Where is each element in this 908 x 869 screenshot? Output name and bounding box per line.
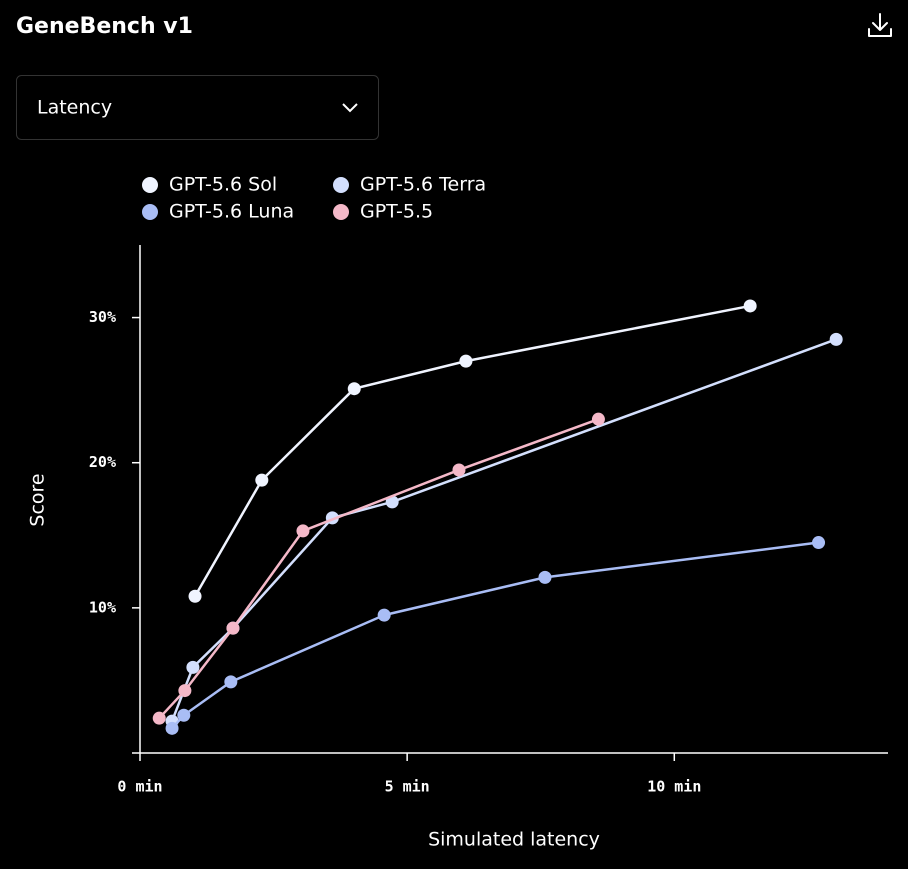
- download-button[interactable]: [868, 13, 892, 37]
- data-point: [538, 570, 552, 584]
- y-axis-label: Score: [27, 473, 49, 526]
- data-point: [459, 354, 473, 368]
- y-tick-label: 20%: [89, 453, 116, 471]
- page-title: GeneBench v1: [16, 14, 193, 39]
- x-tick-label: 10 min: [647, 778, 701, 796]
- dropdown-label: Latency: [37, 97, 112, 119]
- legend-swatch: [142, 204, 158, 220]
- legend-label: GPT-5.6 Luna: [169, 201, 294, 223]
- series-line: [171, 541, 819, 730]
- legend-swatch: [333, 204, 349, 220]
- data-point: [186, 660, 200, 674]
- data-point: [377, 608, 391, 622]
- dropdown-box: [16, 75, 379, 140]
- legend-label: GPT-5.6 Sol: [169, 174, 277, 196]
- data-point: [452, 463, 466, 477]
- data-point: [152, 711, 166, 725]
- legend-label: GPT-5.6 Terra: [360, 174, 486, 196]
- dropdown[interactable]: Latency: [16, 75, 379, 140]
- series-line: [170, 338, 837, 722]
- data-point: [165, 721, 179, 735]
- y-tick-label: 30%: [89, 308, 116, 326]
- y-tick-label: 10%: [89, 598, 116, 616]
- data-point: [296, 524, 310, 538]
- series-line: [158, 417, 599, 720]
- data-point: [188, 589, 202, 603]
- x-axis-label: Simulated latency: [428, 829, 600, 851]
- data-point: [743, 299, 757, 313]
- data-point: [255, 473, 269, 487]
- series-line: [193, 304, 751, 597]
- data-point: [226, 621, 240, 635]
- data-point: [178, 684, 192, 698]
- data-point: [177, 708, 191, 722]
- x-tick-label: 5 min: [385, 778, 430, 796]
- dropdown-chevron: [342, 103, 358, 113]
- download-icon: [868, 13, 892, 37]
- data-point: [591, 412, 605, 426]
- legend-swatch: [333, 177, 349, 193]
- x-tick-label: 0 min: [117, 778, 162, 796]
- legend-swatch: [142, 177, 158, 193]
- data-point: [347, 382, 361, 396]
- legend-label: GPT-5.5: [360, 201, 433, 223]
- data-point: [812, 536, 826, 550]
- data-point: [224, 675, 238, 689]
- data-point: [829, 332, 843, 346]
